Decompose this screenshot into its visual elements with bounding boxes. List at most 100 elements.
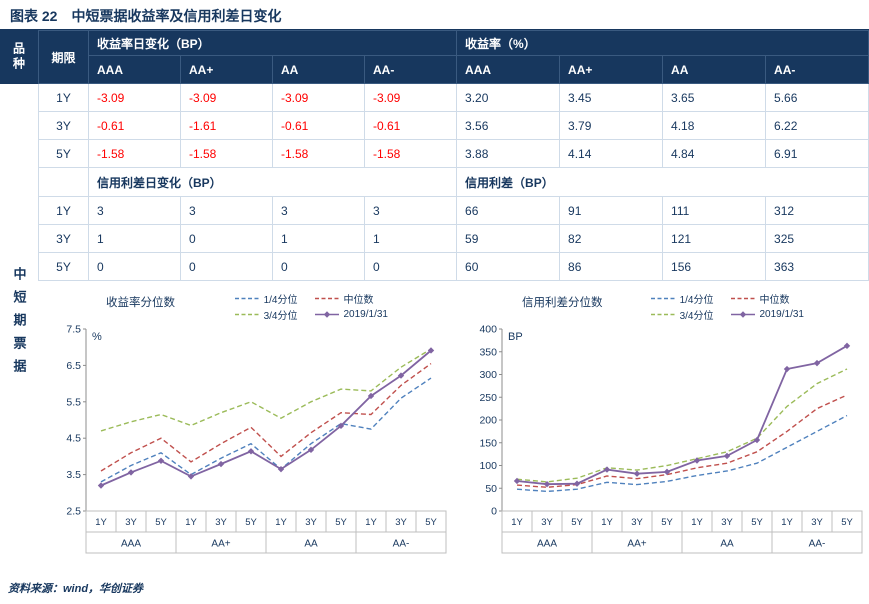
x-term-label: 3Y <box>395 517 407 528</box>
term-cell-empty <box>38 167 89 197</box>
value-cell: 4.84 <box>662 139 767 168</box>
value-cell: 156 <box>662 252 767 281</box>
value-cell: 0 <box>180 224 273 253</box>
diamond-marker-icon <box>513 477 521 485</box>
rating-header: AA- <box>363 55 458 84</box>
legend-swatch-icon <box>730 297 755 300</box>
yield-chart-legend: 1/4分位 中位数 3/4分位 2019/1/31 <box>234 291 388 322</box>
table-row: 5Y -1.58 -1.58 -1.58 -1.58 3.88 4.14 4.84 6.91 <box>38 139 869 168</box>
value-cell: -1.58 <box>272 139 365 168</box>
value-cell: 1 <box>363 224 458 253</box>
value-cell: 3 <box>363 196 458 225</box>
y-tick-label: 5.5 <box>66 396 81 408</box>
y-tick-label: 150 <box>479 437 497 449</box>
x-group-label: AA+ <box>627 539 646 550</box>
term-cell: 1Y <box>38 83 89 112</box>
diamond-marker-icon <box>217 460 225 468</box>
value-cell: -1.58 <box>180 139 273 168</box>
x-term-label: 5Y <box>425 517 437 528</box>
value-cell: -0.61 <box>363 111 458 140</box>
value-cell: 86 <box>559 252 664 281</box>
diamond-marker-icon <box>397 372 405 379</box>
diamond-marker-icon <box>367 392 375 400</box>
x-term-label: 1Y <box>511 517 523 528</box>
y-tick-label: 100 <box>479 460 497 472</box>
legend-item: 中位数 <box>730 291 805 306</box>
legend-swatch-icon <box>234 297 259 300</box>
legend-swatch-icon <box>650 297 675 300</box>
y-tick-label: 50 <box>485 483 497 495</box>
diamond-marker-icon <box>753 436 761 444</box>
term-cell: 1Y <box>38 196 89 225</box>
value-cell: 4.14 <box>559 139 664 168</box>
x-term-label: 1Y <box>601 517 613 528</box>
value-cell: -0.61 <box>272 111 365 140</box>
table-row: 1Y 3 3 3 3 66 91 111 312 <box>38 196 869 225</box>
spread-chart-title: 信用利差分位数 <box>522 297 603 309</box>
y-tick-label: 250 <box>479 392 497 404</box>
legend-label: 1/4分位 <box>679 295 714 306</box>
spread-chart-header: 信用利差分位数 1/4分位 中位数 3/4分位 2019/1/31 <box>468 291 868 322</box>
legend-swatch-icon <box>650 313 675 316</box>
value-cell: -3.09 <box>88 83 181 112</box>
x-term-label: 5Y <box>571 517 583 528</box>
series-line <box>100 348 432 432</box>
table-row: 3Y -0.61 -1.61 -0.61 -0.61 3.56 3.79 4.18 6.22 <box>38 111 869 140</box>
y-tick-label: 200 <box>479 415 497 427</box>
value-cell: 1 <box>88 224 181 253</box>
yield-chart-header: 收益率分位数 1/4分位 中位数 3/4分位 2019/1/31 <box>52 291 452 322</box>
x-term-label: 5Y <box>661 517 673 528</box>
legend-item: 2019/1/31 <box>314 307 388 322</box>
value-cell: 1 <box>272 224 365 253</box>
yield-level-header: 收益率（%） <box>456 30 869 56</box>
x-term-label: 3Y <box>541 517 553 528</box>
diamond-marker-icon <box>187 473 195 480</box>
value-cell: 121 <box>662 224 767 253</box>
series-line <box>100 377 432 483</box>
legend-label: 1/4分位 <box>263 295 298 306</box>
legend-item: 1/4分位 <box>650 291 714 306</box>
legend-swatch-icon <box>314 311 339 318</box>
y-tick-label: 350 <box>479 346 497 358</box>
value-cell: 3.20 <box>456 83 561 112</box>
term-cell: 3Y <box>38 111 89 140</box>
value-cell: 0 <box>88 252 181 281</box>
legend-item: 3/4分位 <box>650 307 714 322</box>
rating-header: AA <box>272 55 365 84</box>
spread-chart-legend: 1/4分位 中位数 3/4分位 2019/1/31 <box>650 291 804 322</box>
legend-label: 2019/1/31 <box>759 309 805 320</box>
x-term-label: 3Y <box>631 517 643 528</box>
x-term-label: 5Y <box>335 517 347 528</box>
charts-row: 收益率分位数 1/4分位 中位数 3/4分位 2019/1/31 2.5 3.5 4.5 5… <box>38 281 869 564</box>
x-term-label: 1Y <box>95 517 107 528</box>
figure-main: 期限 收益率日变化（BP） 收益率（%） AAA AA+ AA AA- AAA AA+ AA AA-… <box>38 30 869 564</box>
value-cell: 363 <box>765 252 869 281</box>
y-tick-label: 400 <box>479 324 497 336</box>
x-group-box <box>355 531 447 554</box>
rating-header: AA <box>662 55 767 84</box>
variety-header-cell: 品种 <box>0 30 38 84</box>
rating-header: AA+ <box>180 55 273 84</box>
yield-percentile-chart: 收益率分位数 1/4分位 中位数 3/4分位 2019/1/31 2.5 3.5 4.5 5… <box>52 291 452 564</box>
yield-chart-plot: 2.5 3.5 4.5 5.5 6.5 7.5% 1Y 3Y 5Y 1Y 3Y 5Y 1Y 3Y 5Y 1Y 3… <box>52 321 452 564</box>
diamond-marker-icon <box>277 465 285 473</box>
x-group-label: AA <box>720 539 734 550</box>
rating-header: AA- <box>765 55 869 84</box>
value-cell: 3.88 <box>456 139 561 168</box>
x-term-label: 3Y <box>305 517 317 528</box>
diamond-marker-icon <box>543 480 551 488</box>
value-cell: -1.58 <box>88 139 181 168</box>
y-tick-label: 3.5 <box>66 469 81 481</box>
spread-percentile-chart: 信用利差分位数 1/4分位 中位数 3/4分位 2019/1/31 0 50 100 150… <box>468 291 868 564</box>
x-group-label: AAA <box>537 539 557 550</box>
value-cell: 6.22 <box>765 111 869 140</box>
figure-title: 图表 22 中短票据收益率及信用利差日变化 <box>0 0 869 30</box>
value-cell: 6.91 <box>765 139 869 168</box>
diamond-marker-icon <box>337 422 345 430</box>
x-term-label: 1Y <box>185 517 197 528</box>
term-cell: 3Y <box>38 224 89 253</box>
value-cell: -1.61 <box>180 111 273 140</box>
legend-swatch-icon <box>730 311 755 318</box>
table-row: 5Y 0 0 0 0 60 86 156 363 <box>38 252 869 281</box>
value-cell: 312 <box>765 196 869 225</box>
